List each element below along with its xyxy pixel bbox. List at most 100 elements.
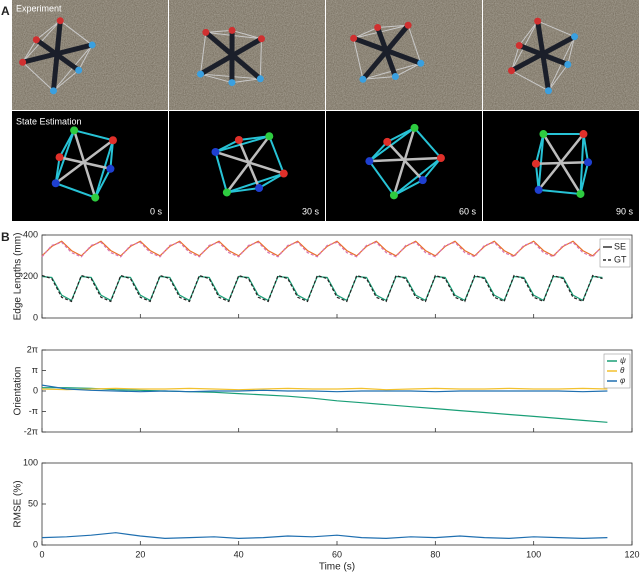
photo-texture [483,0,639,110]
node [75,67,82,74]
node [197,71,204,78]
x-tick-label: 80 [430,549,440,559]
node [365,157,373,165]
series-line [42,388,607,423]
x-tick-label: 60 [332,549,342,559]
node [535,186,543,194]
time-label: 30 s [302,206,320,216]
series-line [42,276,603,302]
legend-label: ψ [620,356,626,365]
node [33,36,40,43]
node [70,126,78,134]
photo-texture [169,0,325,110]
time-label: 90 s [616,206,634,216]
estimate-bg [12,111,168,221]
node [89,41,96,48]
x-tick-label: 120 [624,549,639,559]
x-tick-label: 100 [526,549,541,559]
node [516,42,523,49]
node [223,188,231,196]
series-line [42,242,603,256]
node [56,153,64,161]
node [109,136,117,144]
y-tick-label: -2π [24,426,38,436]
y-axis-label: Orientation [13,367,24,416]
y-tick-label: -π [29,406,38,416]
row-title: Experiment [16,3,62,13]
panel-label: A [1,4,10,18]
node [50,87,57,94]
node [579,130,587,138]
y-tick-label: 200 [23,271,38,281]
y-tick-label: 0 [33,385,38,395]
node [390,191,398,199]
legend-label: φ [620,376,625,385]
node [571,33,578,40]
y-axis-label: Edge Lengths (mm) [13,233,24,321]
panel-a: 0 s 30 s 60 s 90 s [12,0,639,221]
node [257,75,264,82]
node [19,59,26,66]
node [508,67,515,74]
y-tick-label: 400 [23,229,38,239]
y-tick-label: 0 [33,539,38,549]
node [411,124,419,132]
legend-label: θ [620,366,625,375]
node [534,18,541,25]
bar-strut [536,162,588,163]
node [405,22,412,29]
y-tick-label: 50 [28,498,38,508]
panel-label: B [1,230,10,244]
node [539,130,547,138]
legend-label: SE [614,241,626,251]
node [91,194,99,202]
node [564,61,571,68]
node [383,138,391,146]
node [202,29,209,36]
node [229,27,236,34]
photo-texture [12,0,168,110]
plot-frame [42,235,632,318]
x-tick-label: 40 [234,549,244,559]
node [532,160,540,168]
node [57,17,64,24]
time-label: 0 s [150,206,163,216]
legend-label: GT [614,254,627,264]
time-label: 60 s [459,206,477,216]
y-tick-label: π [32,365,38,375]
node [258,35,265,42]
x-tick-label: 0 [39,549,44,559]
node [106,165,114,173]
node [576,190,584,198]
x-axis-label: Time (s) [319,562,355,573]
series-line [42,533,607,539]
node [211,148,219,156]
estimate-bg [483,111,639,221]
node [584,158,592,166]
y-axis-label: RMSE (%) [13,480,24,527]
series-line [42,241,603,256]
node [228,79,235,86]
x-tick-label: 20 [135,549,145,559]
node [417,60,424,67]
node [545,87,552,94]
plot-frame [42,463,632,545]
row-title: State Estimation [16,116,82,126]
node [255,184,263,192]
node [265,132,273,140]
node [52,179,60,187]
y-tick-label: 100 [23,457,38,467]
node [350,35,357,42]
node [374,24,381,31]
y-tick-label: 2π [27,344,38,354]
node [235,136,243,144]
node [280,170,288,178]
series-line [42,277,603,301]
node [392,73,399,80]
node [419,176,427,184]
node [437,154,445,162]
y-tick-label: 0 [33,312,38,322]
node [359,76,366,83]
